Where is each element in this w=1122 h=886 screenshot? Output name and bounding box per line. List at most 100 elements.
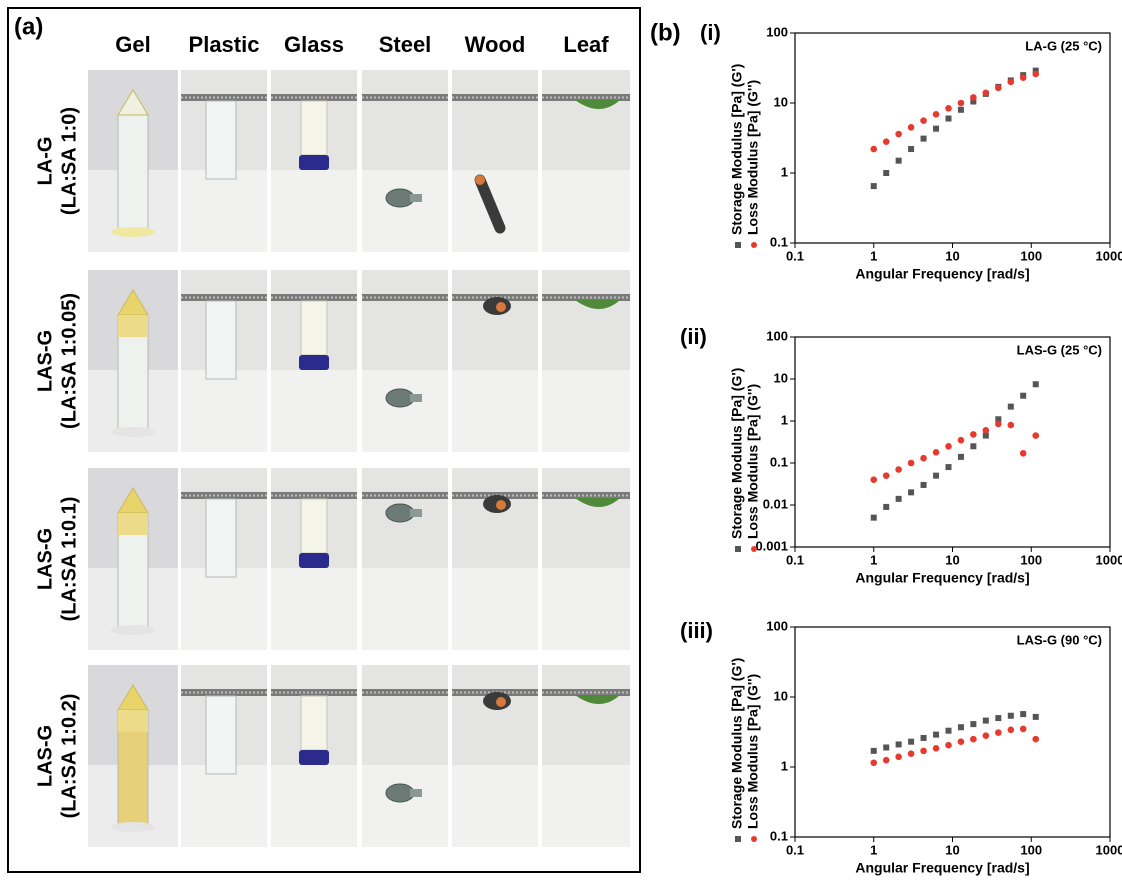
x-tick-label: 1000: [1096, 248, 1122, 263]
pencil-end: [496, 500, 506, 510]
photo: [452, 468, 538, 650]
data-point: [883, 757, 890, 764]
y-tick-label: 1: [781, 164, 788, 179]
data-point: [933, 473, 939, 479]
bolt: [386, 504, 414, 522]
photo: [88, 468, 178, 650]
data-point: [983, 427, 990, 434]
data-point: [1008, 713, 1014, 719]
photo-bg: [362, 765, 448, 847]
photo-bg: [452, 370, 538, 452]
data-point: [1008, 79, 1015, 86]
data-point: [1008, 404, 1014, 410]
photo-bg: [362, 568, 448, 650]
data-point: [920, 117, 927, 124]
data-point: [920, 748, 927, 755]
photo-bg: [181, 568, 267, 650]
y-tick-label: 0.1: [770, 828, 788, 843]
photo-bg: [542, 468, 630, 568]
photo-bg: [452, 70, 538, 170]
photo: [88, 665, 178, 847]
column-header: Glass: [284, 32, 344, 57]
pencil-end: [475, 175, 485, 185]
figure: (a) (b) GelPlasticGlassSteelWoodLeafLA-G…: [0, 0, 1122, 881]
data-point: [995, 729, 1002, 736]
photo-bg: [542, 568, 630, 650]
data-point: [1032, 432, 1039, 439]
data-point: [1032, 71, 1039, 78]
bolt: [386, 189, 414, 207]
data-point: [870, 146, 877, 153]
x-axis-label: Angular Frequency [rad/s]: [855, 570, 1029, 586]
x-tick-label: 10: [945, 248, 959, 263]
photo: [88, 70, 178, 252]
vial-cap: [299, 553, 329, 568]
data-point: [870, 759, 877, 766]
bolt-shank: [410, 194, 422, 202]
data-point: [970, 94, 977, 101]
panel-label: (i): [700, 20, 721, 45]
panel-label: (b): [650, 19, 681, 46]
pencil-end: [496, 697, 506, 707]
photo: [271, 70, 357, 252]
x-tick-label: 100: [1020, 842, 1042, 857]
legend-swatch: [751, 836, 757, 842]
photo: [271, 270, 357, 452]
data-point: [883, 504, 889, 510]
data-point: [896, 158, 902, 164]
photo: [181, 270, 267, 452]
data-point: [970, 736, 977, 743]
data-point: [921, 735, 927, 741]
column-header: Steel: [379, 32, 432, 57]
photo-bg: [452, 468, 538, 568]
data-point: [908, 489, 914, 495]
legend-swatch: [735, 546, 741, 552]
annotation: LAS-G (90 °C): [1017, 632, 1102, 647]
annotation: LAS-G (25 °C): [1017, 342, 1102, 357]
data-point: [908, 750, 915, 757]
photo-bg: [452, 568, 538, 650]
x-tick-label: 0.1: [786, 842, 804, 857]
bolt: [386, 389, 414, 407]
panel-label: (ii): [680, 324, 707, 349]
photo: [542, 468, 630, 650]
plot-frame: [795, 33, 1110, 243]
data-point: [1020, 726, 1027, 733]
vial-cap: [299, 750, 329, 765]
row-label: LAS-G: [34, 528, 56, 590]
photo: [452, 70, 538, 252]
photo-bg: [362, 270, 448, 370]
plastic-vial: [206, 696, 236, 774]
data-point: [945, 742, 952, 749]
row-label: (LA:SA 1:0.1): [58, 497, 80, 622]
data-point: [958, 100, 965, 107]
photo: [362, 270, 448, 452]
data-point: [1020, 74, 1027, 81]
photo: [362, 468, 448, 650]
photo: [271, 665, 357, 847]
data-point: [983, 732, 990, 739]
plastic-vial: [206, 301, 236, 379]
gel-vial: [118, 115, 148, 230]
data-point: [983, 89, 990, 96]
y-tick-label: 100: [766, 24, 788, 39]
photo: [362, 665, 448, 847]
data-point: [970, 443, 976, 449]
gel-base: [111, 822, 155, 832]
photo: [181, 70, 267, 252]
x-tick-label: 0.1: [786, 248, 804, 263]
data-point: [958, 724, 964, 730]
photo-bg: [542, 665, 630, 765]
photo-bg: [452, 765, 538, 847]
y-tick-label: 0.01: [763, 496, 788, 511]
row-label: (LA:SA 1:0): [58, 107, 80, 215]
data-point: [945, 105, 952, 112]
data-point: [970, 721, 976, 727]
photo: [542, 70, 630, 252]
column-header: Wood: [465, 32, 526, 57]
annotation: LA-G (25 °C): [1025, 38, 1102, 53]
x-tick-label: 0.1: [786, 552, 804, 567]
legend-swatch: [751, 242, 757, 248]
legend-label: Loss Modulus [Pa] (G''): [745, 674, 761, 829]
legend-label: Loss Modulus [Pa] (G''): [745, 384, 761, 539]
